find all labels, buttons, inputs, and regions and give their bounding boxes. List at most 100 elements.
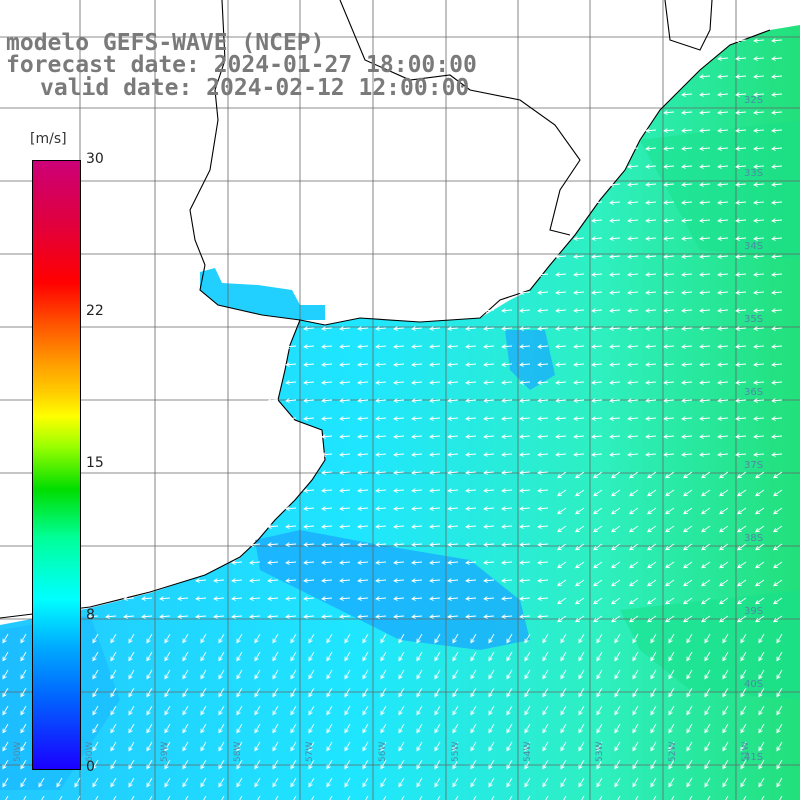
wind-arrow (375, 560, 387, 565)
wind-arrow (393, 416, 405, 421)
wind-arrow (753, 434, 765, 439)
wind-arrow (524, 705, 531, 716)
wind-arrow (737, 525, 747, 533)
wind-arrow (393, 614, 405, 619)
wind-arrow (308, 741, 315, 752)
wind-arrow (20, 723, 27, 734)
wind-arrow (776, 669, 783, 680)
wind-arrow (578, 633, 585, 644)
wind-arrow (411, 506, 423, 511)
wind-arrow (719, 489, 729, 497)
wind-arrow (681, 164, 693, 169)
wind-arrow (665, 615, 675, 623)
wind-arrow (434, 759, 441, 770)
wind-arrow (182, 687, 189, 698)
wind-arrow (357, 452, 369, 457)
wind-arrow (722, 687, 729, 698)
wind-arrow (542, 651, 549, 662)
wind-arrow (701, 615, 711, 623)
wind-arrow (627, 326, 639, 331)
wind-arrow (236, 723, 243, 734)
wind-arrow (771, 416, 783, 421)
wind-arrow (776, 705, 783, 716)
wind-arrow (596, 633, 603, 644)
wind-arrow (776, 759, 783, 770)
wind-arrow (555, 362, 567, 367)
wind-arrow (375, 362, 387, 367)
wind-arrow (627, 290, 639, 295)
wind-arrow (776, 741, 783, 752)
wind-arrow (411, 560, 423, 565)
wind-arrow (506, 777, 513, 788)
wind-arrow (686, 651, 693, 662)
wind-arrow (537, 452, 549, 457)
wind-arrow (663, 200, 675, 205)
wind-arrow (506, 633, 513, 644)
wind-arrow (2, 705, 9, 716)
wind-arrow (753, 290, 765, 295)
wind-arrow (321, 470, 333, 475)
wind-arrow (509, 795, 513, 800)
wind-arrow (555, 326, 567, 331)
wind-arrow (519, 542, 531, 547)
wind-arrow (596, 705, 603, 716)
wind-arrow (398, 759, 405, 770)
wind-arrow (560, 651, 567, 662)
wind-arrow (773, 471, 783, 479)
wind-arrow (465, 362, 477, 367)
wind-arrow (303, 506, 315, 511)
wind-arrow (383, 795, 387, 800)
wind-arrow (254, 759, 261, 770)
lon-label: 53W (595, 742, 605, 762)
lon-label: 55W (451, 742, 461, 762)
wind-arrow (236, 777, 243, 788)
wind-arrow (465, 398, 477, 403)
wind-arrow (501, 452, 513, 457)
wind-arrow (573, 344, 585, 349)
wind-arrow (524, 651, 531, 662)
wind-arrow (2, 777, 9, 788)
wind-arrow (542, 759, 549, 770)
wind-arrow (128, 651, 135, 662)
wind-arrow (717, 380, 729, 385)
wind-arrow (555, 254, 567, 259)
wind-arrow (701, 579, 711, 587)
wind-arrow (596, 687, 603, 698)
wind-arrow (681, 146, 693, 151)
wind-arrow (447, 506, 459, 511)
wind-arrow (5, 795, 9, 800)
wind-arrow (308, 633, 315, 644)
wind-arrow (578, 723, 585, 734)
wind-arrow (735, 74, 747, 79)
wind-arrow (753, 110, 765, 115)
wind-arrow (519, 434, 531, 439)
wind-arrow (285, 524, 297, 529)
wind-arrow (609, 290, 621, 295)
wind-arrow (128, 723, 135, 734)
wind-arrow (771, 182, 783, 187)
wind-arrow (665, 561, 675, 569)
wind-arrow (20, 651, 27, 662)
wind-arrow (231, 596, 243, 601)
wind-arrow (632, 723, 639, 734)
wind-arrow (773, 543, 783, 551)
wind-arrow (699, 290, 711, 295)
wind-arrow (735, 434, 747, 439)
wind-arrow (737, 507, 747, 515)
wind-arrow (753, 146, 765, 151)
wind-arrow (326, 687, 333, 698)
wind-arrow (753, 416, 765, 421)
wind-arrow (701, 507, 711, 515)
wind-arrow (701, 471, 711, 479)
wind-arrow (524, 723, 531, 734)
wind-arrow (609, 362, 621, 367)
lat-label: 32S (744, 95, 763, 106)
wind-arrow (758, 723, 765, 734)
wind-arrow (483, 398, 495, 403)
wind-arrow (398, 777, 405, 788)
wind-arrow (611, 561, 621, 569)
wind-arrow (326, 723, 333, 734)
wind-arrow (591, 398, 603, 403)
wind-arrow (755, 471, 765, 479)
wind-arrow (275, 795, 279, 800)
